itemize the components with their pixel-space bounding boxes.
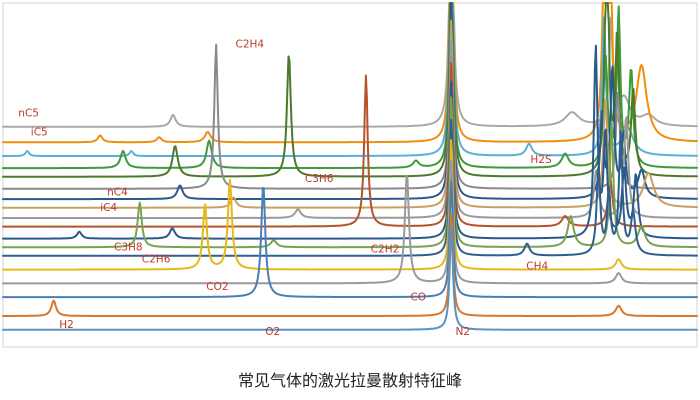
peak-label-h2: H2 <box>59 319 74 331</box>
spectrum-line-o2-15 <box>2 180 698 299</box>
peak-label-c3h6: C3H6 <box>305 173 334 185</box>
spectrum-line-nc5-0 <box>2 2 698 128</box>
spectrum-line-ic4-8 <box>2 39 698 219</box>
spectrum-line-n2-17 <box>2 226 698 331</box>
plot-frame <box>2 2 698 348</box>
chart-title: 常见气体的激光拉曼散射特征峰 <box>238 371 462 390</box>
spectrum-line-co-14 <box>2 159 698 285</box>
spectrum-line-nc4-7 <box>2 19 698 209</box>
spectrum-line-ch4-12 <box>2 118 698 257</box>
peak-label-ch4: CH4 <box>526 261 548 273</box>
spectrum-line-c2h4-3 <box>2 2 698 170</box>
peak-label-c3h8: C3H8 <box>114 242 143 254</box>
spectrum-line-h2-16 <box>2 212 698 317</box>
peak-label-nc4: nC4 <box>107 187 128 199</box>
peak-label-co: CO <box>410 292 426 304</box>
spectrum-line-c2h4-4 <box>2 2 698 178</box>
peak-label-nc5: nC5 <box>18 108 39 120</box>
peak-label-h2s: H2S <box>530 154 552 166</box>
spectrum-line-c2h2-9 <box>2 62 698 228</box>
spectrum-line-h2s-2 <box>2 2 698 157</box>
peak-label-c2h6: C2H6 <box>142 254 171 266</box>
spectrum-line-c2h6-11 <box>2 96 698 249</box>
peak-label-n2: N2 <box>456 326 471 338</box>
peak-label-ic4: iC4 <box>100 202 117 214</box>
peak-label-c2h2: C2H2 <box>371 243 400 255</box>
spectrum-line-c3h8-10 <box>2 44 698 240</box>
spectrum-line-ic5-1 <box>2 2 698 144</box>
spectrum-line-c3h6-5 <box>2 2 698 190</box>
peak-label-o2: O2 <box>265 326 280 338</box>
spectrum-line-c3h6-6 <box>2 2 698 201</box>
spectrum-line-co2-13 <box>2 139 698 271</box>
peak-label-co2: CO2 <box>206 281 228 293</box>
peak-label-c2h4: C2H4 <box>236 39 265 51</box>
spectra-traces <box>2 2 698 331</box>
peak-label-ic5: iC5 <box>31 126 48 138</box>
